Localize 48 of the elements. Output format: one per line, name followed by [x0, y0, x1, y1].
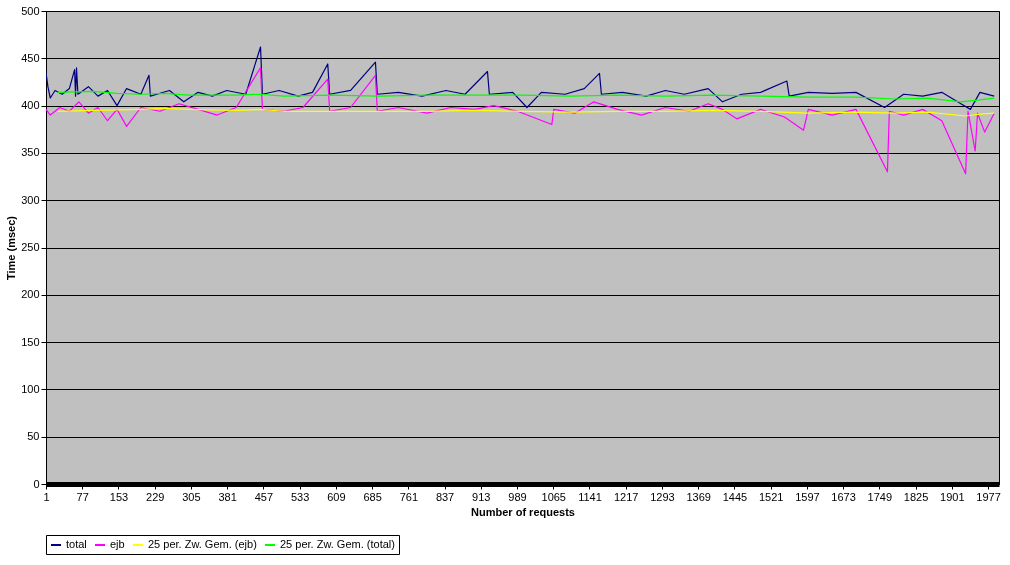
x-tick-label: 1293: [650, 490, 675, 503]
line-series: [56, 107, 995, 117]
y-tick-label: 100: [21, 382, 40, 395]
x-tick-label: 153: [109, 490, 129, 503]
x-tick-label: 1141: [578, 490, 602, 503]
x-tick-label: 1445: [722, 490, 748, 503]
y-tick-label: 150: [21, 335, 40, 348]
x-tick-label: 77: [76, 490, 89, 503]
legend-label: 25 per. Zw. Gem. (ejb): [148, 538, 257, 550]
x-tick-label: 533: [290, 490, 310, 503]
y-tick-label: 400: [21, 99, 40, 112]
legend-label: total: [66, 538, 87, 550]
legend-label: ejb: [110, 538, 125, 550]
x-tick-label: 1217: [613, 490, 639, 503]
y-axis-title: Time (msec): [5, 215, 18, 280]
x-tick-label: 761: [399, 490, 418, 503]
y-tick-label: 200: [21, 288, 40, 301]
x-tick-label: 913: [472, 490, 491, 503]
x-tick-label: 1673: [831, 490, 856, 503]
y-tick-label: 350: [21, 146, 40, 159]
y-tick-label: 0: [33, 477, 40, 490]
x-tick-label: 1597: [795, 490, 820, 503]
legend-label: 25 per. Zw. Gem. (total): [280, 538, 395, 550]
x-tick-label: 457: [254, 490, 274, 503]
y-tick-label: 250: [21, 241, 40, 253]
x-tick-label: 305: [182, 490, 201, 503]
x-tick-label: 1065: [541, 490, 566, 503]
x-tick-label: 1: [43, 490, 50, 503]
y-tick-label: 500: [21, 4, 40, 17]
x-tick-label: 837: [435, 490, 455, 503]
x-tick-label: 989: [508, 490, 527, 503]
x-tick-label: 609: [327, 490, 346, 503]
y-tick-label: 450: [21, 51, 40, 64]
x-axis-title: Number of requests: [471, 505, 575, 518]
y-tick-label: 300: [21, 193, 40, 206]
x-tick-label: 1369: [686, 490, 711, 503]
x-tick-label: 1825: [903, 490, 929, 503]
x-tick-label: 1901: [940, 490, 965, 503]
y-tick-label: 50: [27, 430, 40, 443]
x-tick-label: 229: [146, 490, 165, 503]
x-tick-label: 1521: [758, 490, 784, 503]
x-tick-label: 1749: [867, 490, 893, 503]
line-series: [46, 67, 995, 175]
x-tick-label: 1977: [976, 490, 1001, 503]
line-series: [56, 90, 995, 103]
line-series: [46, 46, 995, 110]
x-tick-label: 685: [363, 490, 382, 503]
x-tick-label: 381: [218, 490, 237, 503]
